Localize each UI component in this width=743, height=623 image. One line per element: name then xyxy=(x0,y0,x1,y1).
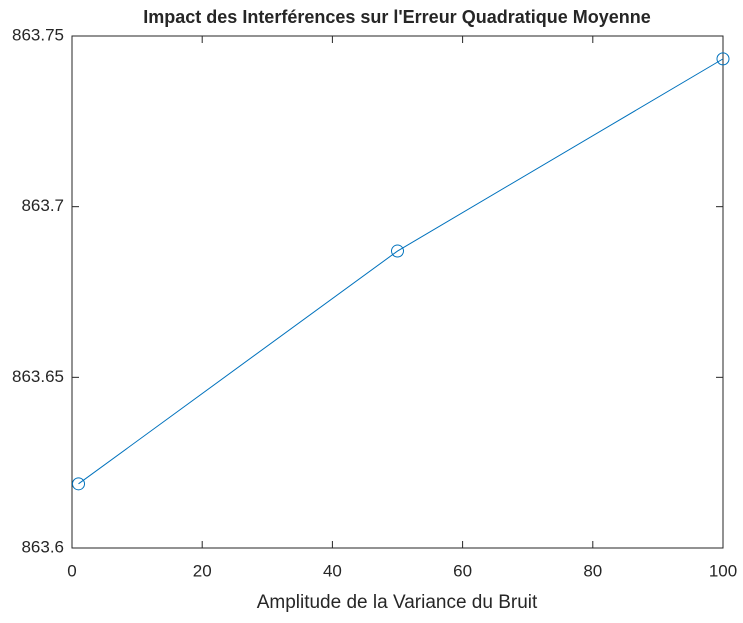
data-point xyxy=(716,52,730,66)
data-point xyxy=(72,477,86,491)
data-line xyxy=(78,58,724,485)
x-axis-label: Amplitude de la Variance du Bruit xyxy=(257,592,538,613)
x-tick-label: 0 xyxy=(67,561,76,580)
x-tick-label: 60 xyxy=(453,561,472,580)
y-tick-label: 863.75 xyxy=(12,25,64,44)
y-tick-label: 863.7 xyxy=(21,196,64,215)
x-tick-label: 20 xyxy=(193,561,212,580)
y-tick-label: 863.65 xyxy=(12,367,64,386)
x-tick-label: 80 xyxy=(583,561,602,580)
plot-frame xyxy=(71,35,724,549)
chart-title: Impact des Interférences sur l'Erreur Qu… xyxy=(143,7,650,27)
x-tick-label: 100 xyxy=(709,561,737,580)
y-tick-label: 863.6 xyxy=(21,537,64,556)
data-point xyxy=(391,244,404,258)
x-tick-label: 40 xyxy=(323,561,342,580)
